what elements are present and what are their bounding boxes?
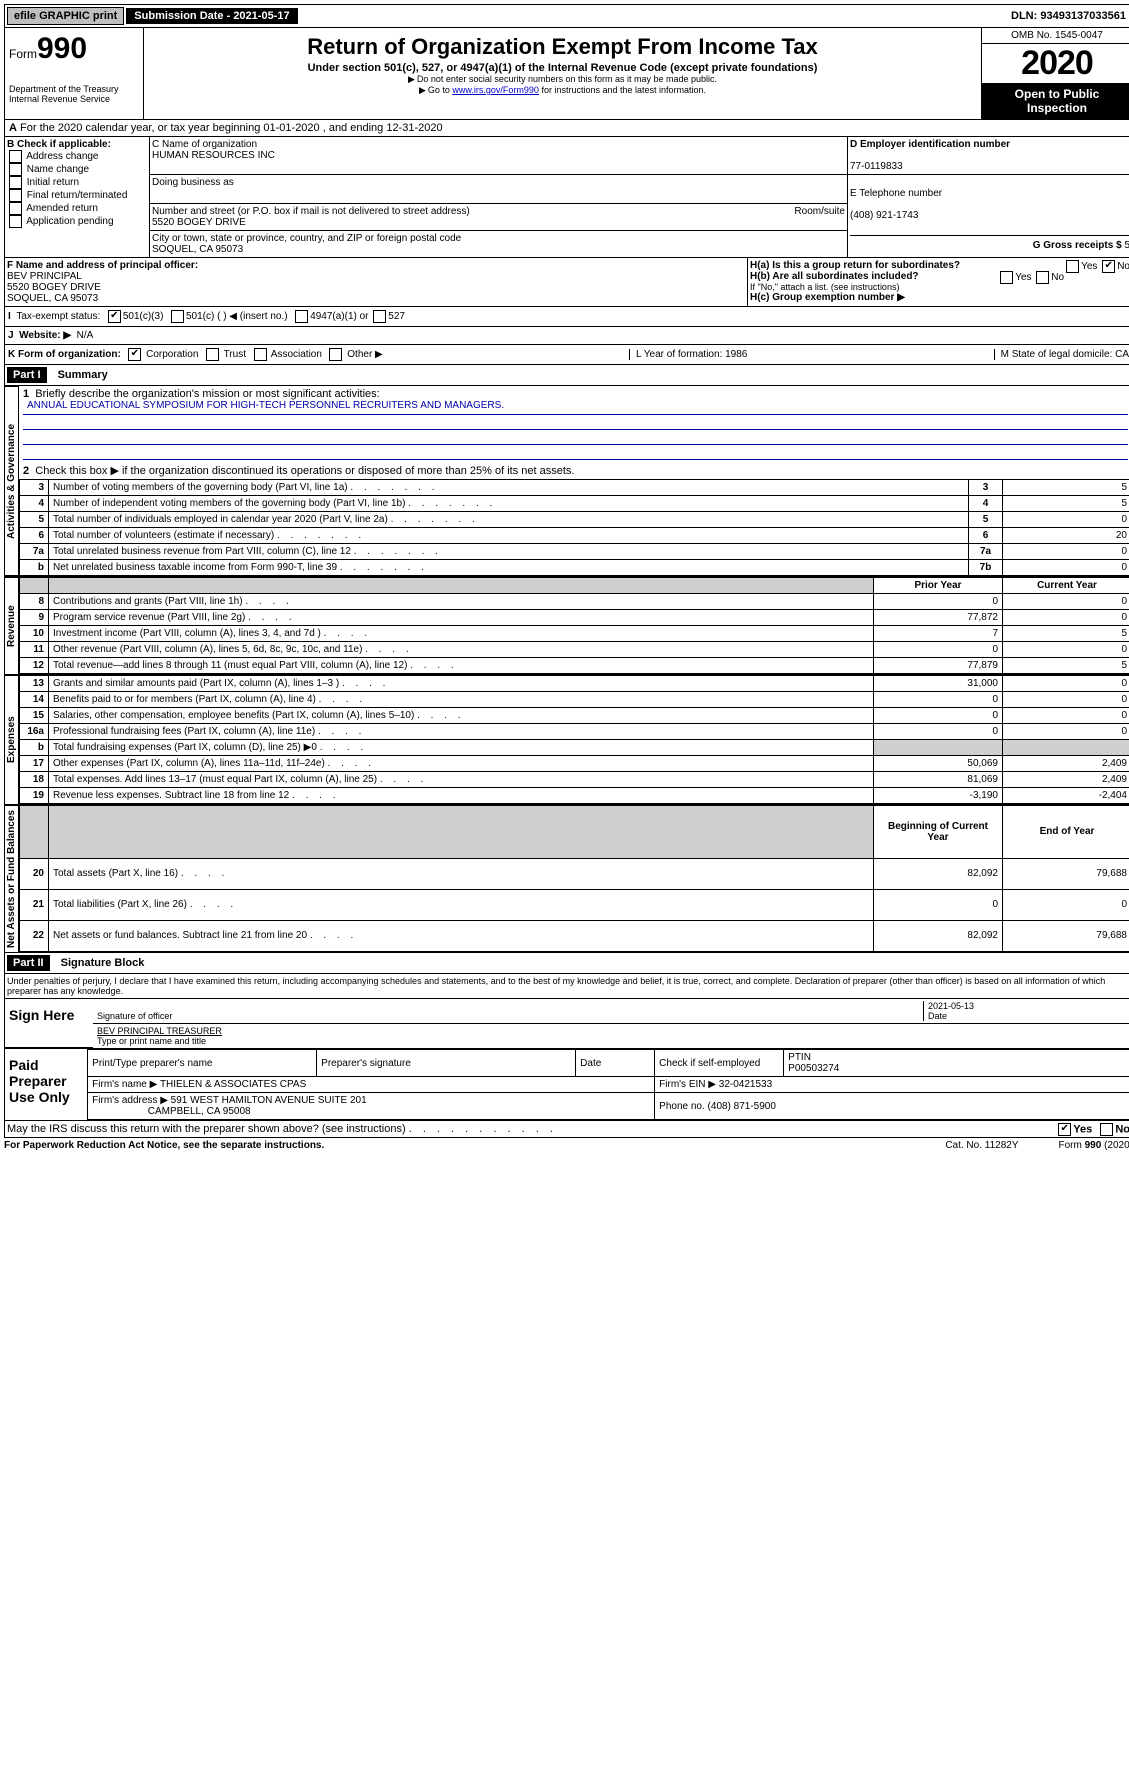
table-row: 17Other expenses (Part IX, column (A), l… [20,756,1129,772]
table-row: 13Grants and similar amounts paid (Part … [20,676,1129,692]
ein-value: 77-0119833 [850,161,903,172]
table-row: 16aProfessional fundraising fees (Part I… [20,724,1129,740]
revenue-vlabel: Revenue [5,577,19,674]
dept-label: Department of the Treasury Internal Reve… [9,84,139,104]
table-row: 5Total number of individuals employed in… [20,512,1129,528]
governance-vlabel: Activities & Governance [5,386,19,576]
tax-year: 2020 [982,44,1129,83]
paid-preparer-table: Print/Type preparer's name Preparer's si… [87,1049,1129,1120]
org-name-cell: C Name of organization HUMAN RESOURCES I… [150,137,847,174]
gross-receipts-value: 5 [1124,240,1129,251]
discuss-row: May the IRS discuss this return with the… [4,1121,1129,1138]
table-row: 19Revenue less expenses. Subtract line 1… [20,788,1129,804]
firm-address-1: 591 WEST HAMILTON AVENUE SUITE 201 [171,1095,367,1106]
perjury-statement: Under penalties of perjury, I declare th… [4,974,1129,999]
box-b-option[interactable]: Final return/terminated [7,189,147,202]
box-b-option[interactable]: Amended return [7,202,147,215]
table-row: bNet unrelated business taxable income f… [20,560,1129,576]
table-row: 11Other revenue (Part VIII, column (A), … [20,642,1129,658]
org-name: HUMAN RESOURCES INC [152,150,275,161]
table-row: 6Total number of volunteers (estimate if… [20,528,1129,544]
box-b-option[interactable]: Initial return [7,176,147,189]
netassets-vlabel: Net Assets or Fund Balances [5,805,19,952]
signature-date: 2021-05-13 [928,1001,974,1011]
revenue-table: Prior YearCurrent Year8Contributions and… [19,577,1129,674]
section-a-period: A For the 2020 calendar year, or tax yea… [4,120,1129,137]
q2-label: Check this box ▶ if the organization dis… [35,465,574,477]
firm-name: THIELEN & ASSOCIATES CPAS [160,1079,306,1090]
street-value: 5520 BOGEY DRIVE [152,217,246,228]
part2-header: Part II Signature Block [4,953,1129,974]
table-row: 3Number of voting members of the governi… [20,480,1129,496]
dln-label: DLN: 93493137033561 [1005,8,1129,24]
telephone-value: (408) 921-1743 [850,210,918,221]
table-row: 7aTotal unrelated business revenue from … [20,544,1129,560]
firm-ein: 32-0421533 [719,1079,772,1090]
dba-cell: Doing business as [150,175,847,204]
part1-header: Part I Summary [4,365,1129,386]
box-b-option[interactable]: Address change [7,150,147,163]
signature-block: Sign Here Signature of officer 2021-05-1… [4,999,1129,1049]
q1-label: Briefly describe the organization's miss… [35,388,379,400]
box-b-option[interactable]: Application pending [7,215,147,228]
city-cell: City or town, state or province, country… [150,231,847,257]
irs-link[interactable]: www.irs.gov/Form990 [452,85,539,95]
mission-text: ANNUAL EDUCATIONAL SYMPOSIUM FOR HIGH-TE… [23,400,1128,415]
table-row: 22Net assets or fund balances. Subtract … [20,920,1129,951]
firm-phone: (408) 871-5900 [708,1101,776,1112]
open-inspection: Open to Public Inspection [982,83,1129,119]
telephone-cell: E Telephone number (408) 921-1743 G Gros… [847,175,1129,257]
form-organization-row: K Form of organization: Corporation Trus… [4,345,1129,365]
page-footer: For Paperwork Reduction Act Notice, see … [4,1138,1129,1153]
table-row: 4Number of independent voting members of… [20,496,1129,512]
table-row: 21Total liabilities (Part X, line 26) . … [20,889,1129,920]
goto-note: Go to www.irs.gov/Form990 for instructio… [148,85,977,96]
principal-officer: F Name and address of principal officer:… [5,258,747,306]
street-cell: Number and street (or P.O. box if mail i… [150,204,847,231]
table-row: 10Investment income (Part VIII, column (… [20,626,1129,642]
ptin-value: P00503274 [788,1063,839,1074]
year-formation: L Year of formation: 1986 [629,349,747,360]
city-value: SOQUEL, CA 95073 [152,244,243,255]
ssn-note: Do not enter social security numbers on … [148,74,977,85]
officer-name-title: BEV PRINCIPAL TREASURER [97,1026,222,1036]
box-b-checks: B Check if applicable: Address change Na… [5,137,150,257]
omb-number: OMB No. 1545-0047 [982,28,1129,44]
table-row: 18Total expenses. Add lines 13–17 (must … [20,772,1129,788]
website-row: J Website: ▶ N/A [4,327,1129,345]
officer-group-row: F Name and address of principal officer:… [4,258,1129,307]
netassets-table: Beginning of Current YearEnd of Year20To… [19,805,1129,952]
tax-exempt-row: I Tax-exempt status: 501(c)(3) 501(c) ( … [4,307,1129,327]
efile-print-button[interactable]: efile GRAPHIC print [7,7,124,25]
group-return-block: H(a) Is this a group return for subordin… [747,258,1129,306]
table-row: 14Benefits paid to or for members (Part … [20,692,1129,708]
top-toolbar: efile GRAPHIC print Submission Date - 20… [4,4,1129,28]
box-b-option[interactable]: Name change [7,163,147,176]
expenses-table: 13Grants and similar amounts paid (Part … [19,675,1129,804]
table-row: bTotal fundraising expenses (Part IX, co… [20,740,1129,756]
form-number: Form990 [9,32,139,66]
form-title: Return of Organization Exempt From Incom… [148,34,977,60]
table-row: 12Total revenue—add lines 8 through 11 (… [20,658,1129,674]
form-header: Form990 Department of the Treasury Inter… [4,28,1129,120]
paid-preparer-label: Paid Preparer Use Only [5,1049,87,1120]
state-domicile: M State of legal domicile: CA [994,349,1129,360]
firm-address-2: CAMPBELL, CA 95008 [148,1106,251,1117]
expenses-vlabel: Expenses [5,675,19,804]
submission-date: Submission Date - 2021-05-17 [126,8,297,24]
table-row: 20Total assets (Part X, line 16) . . . .… [20,858,1129,889]
table-row: 8Contributions and grants (Part VIII, li… [20,594,1129,610]
governance-table: 3Number of voting members of the governi… [19,479,1129,576]
sign-here-label: Sign Here [5,999,93,1048]
table-row: 9Program service revenue (Part VIII, lin… [20,610,1129,626]
form-subtitle: Under section 501(c), 527, or 4947(a)(1)… [148,62,977,74]
ein-cell: D Employer identification number 77-0119… [847,137,1129,174]
entity-info-block: B Check if applicable: Address change Na… [4,137,1129,258]
table-row: 15Salaries, other compensation, employee… [20,708,1129,724]
